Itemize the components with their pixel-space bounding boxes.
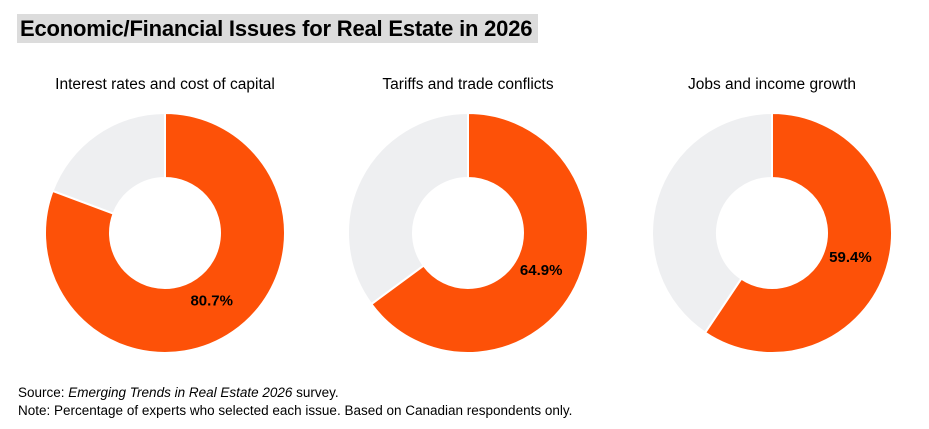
selected-slice xyxy=(703,111,893,354)
remainder-slice xyxy=(51,111,166,216)
source-note: Source: Emerging Trends in Real Estate 2… xyxy=(18,385,339,400)
selected-slice xyxy=(44,111,286,354)
footnote: Note: Percentage of experts who selected… xyxy=(18,403,573,418)
selected-slice xyxy=(369,111,589,354)
remainder-slice xyxy=(347,111,469,306)
data-label: 80.7% xyxy=(190,292,233,309)
chart-title: Economic/Financial Issues for Real Estat… xyxy=(17,14,539,43)
data-label: 64.9% xyxy=(520,262,563,279)
donut-title-1: Interest rates and cost of capital xyxy=(55,76,275,93)
donut-title-3: Jobs and income growth xyxy=(687,76,856,93)
remainder-slice xyxy=(651,111,773,335)
data-label: 59.4% xyxy=(829,249,872,266)
donut-title-2: Tariffs and trade conflicts xyxy=(382,76,554,93)
